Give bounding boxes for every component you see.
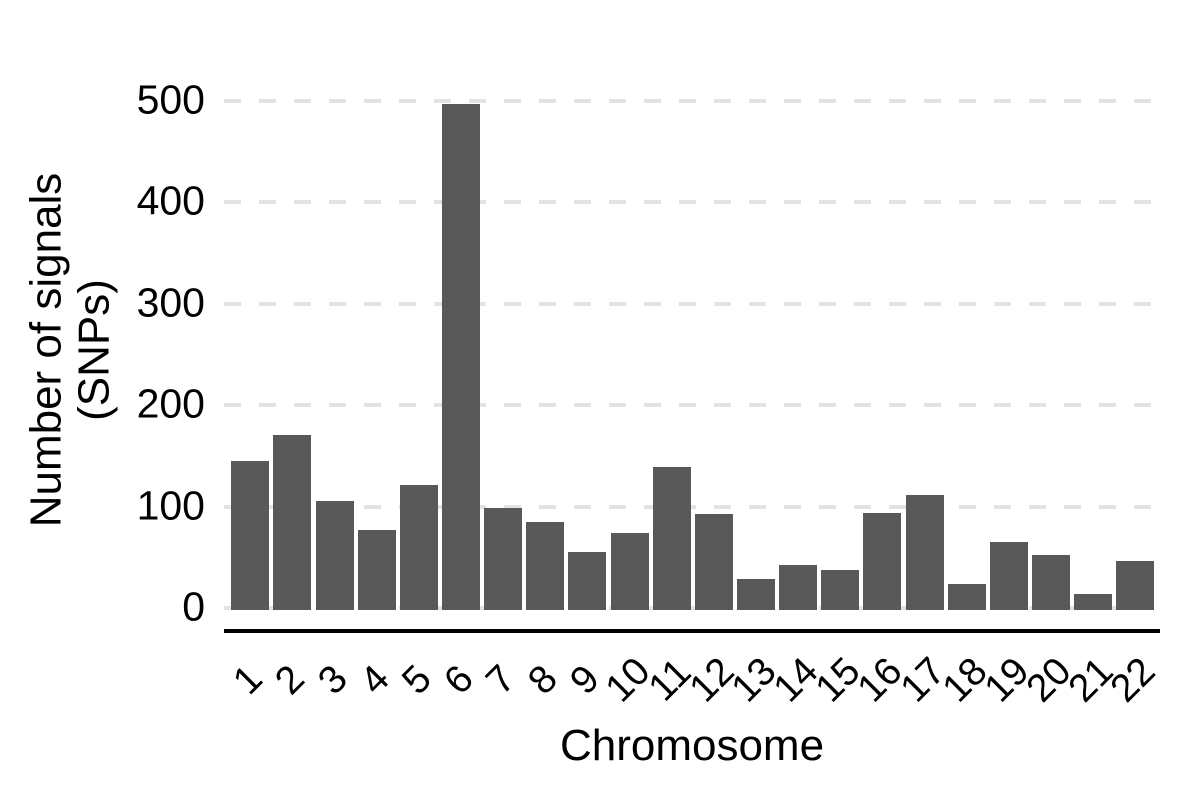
bar-chromosome-20 [1032,555,1070,610]
y-tick-label-0: 0 [182,583,205,630]
bar-chromosome-5 [400,485,438,610]
x-tick-label-5: 5 [393,657,440,703]
bar-chromosome-18 [948,584,986,610]
y-tick-label-400: 400 [136,178,205,225]
x-tick-label-6: 6 [436,657,482,703]
bar-chromosome-15 [821,570,859,610]
x-axis-title: Chromosome [559,721,825,770]
y-axis-title: Number of signals (SNPs) [21,172,118,528]
gridline-y-100 [224,504,1160,509]
y-axis-title-line2: (SNPs) [69,279,118,421]
y-tick-label-500: 500 [136,76,205,123]
gridline-y-500 [224,99,1160,103]
bar-chromosome-21 [1074,594,1112,610]
y-tick-label-100: 100 [136,482,205,529]
y-tick-label-300: 300 [136,279,205,326]
x-tick-label-7: 7 [478,657,524,703]
x-tick-label-3: 3 [309,657,356,703]
bar-chromosome-12 [695,514,733,610]
bar-chromosome-17 [906,495,944,610]
x-tick-label-1: 1 [225,657,272,703]
bar-chromosome-19 [990,542,1028,610]
x-tick-label-4: 4 [351,657,398,703]
gridline-y-0 [224,606,1160,610]
x-tick-label-2: 2 [267,657,314,703]
bar-chromosome-1 [231,461,269,610]
gridline-y-400 [224,200,1160,205]
bar-chromosome-11 [653,467,691,610]
bar-chromosome-22 [1116,561,1154,610]
bar-chromosome-2 [273,435,311,610]
bar-chromosome-9 [568,552,606,610]
bar-chromosome-6 [442,104,480,610]
x-tick-label-8: 8 [520,657,567,703]
bar-chromosome-7 [484,508,522,610]
bar-chromosome-8 [526,522,564,610]
bar-chromosome-3 [316,501,354,610]
gridline-y-200 [224,403,1160,408]
x-axis-line [224,629,1160,633]
bar-chromosome-4 [358,530,396,610]
y-axis-title-line1: Number of signals [21,172,71,528]
gridline-y-300 [224,301,1160,306]
bar-chromosome-14 [779,565,817,610]
x-tick-label-22: 22 [1102,649,1164,711]
bar-chromosome-16 [863,513,901,610]
bar-chromosome-13 [737,579,775,610]
bar-chromosome-10 [611,533,649,610]
y-tick-label-200: 200 [136,380,205,427]
